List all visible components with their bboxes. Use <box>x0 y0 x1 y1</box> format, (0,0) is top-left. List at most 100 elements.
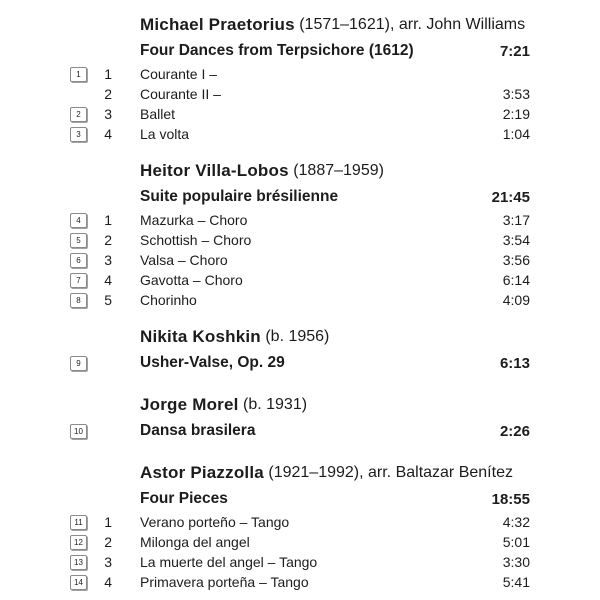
track-title: Valsa – Choro <box>140 252 228 268</box>
track-duration: 4:32 <box>502 514 530 530</box>
movement-number: 3 <box>104 252 112 268</box>
movement-number: 2 <box>104 232 112 248</box>
track-duration: 1:04 <box>502 126 530 142</box>
cd-track-number-box: 5 <box>70 232 87 248</box>
movement-number: 4 <box>104 126 112 142</box>
movement-number: 4 <box>104 574 112 590</box>
work-title: Usher-Valse, Op. 29 <box>140 354 285 371</box>
track-row: 6 3 Valsa – Choro 3:56 <box>0 250 600 270</box>
movement-number: 1 <box>104 212 112 228</box>
work-title: Four Pieces <box>140 490 228 507</box>
movement-number: 2 <box>104 534 112 550</box>
section-villa-lobos: Heitor Villa-Lobos (1887–1959) Suite pop… <box>0 158 600 310</box>
track-row: 2 Courante II – 3:53 <box>0 84 600 104</box>
movement-number: 2 <box>104 86 112 102</box>
composer-line: Michael Praetorius (1571–1621), arr. Joh… <box>0 12 600 38</box>
composer-line: Heitor Villa-Lobos (1887–1959) <box>0 158 600 184</box>
movement-number: 5 <box>104 292 112 308</box>
composer-line: Jorge Morel (b. 1931) <box>0 392 600 418</box>
section-piazzolla: Astor Piazzolla (1921–1992), arr. Baltaz… <box>0 460 600 592</box>
work-duration: 21:45 <box>491 188 530 206</box>
track-row: 2 3 Ballet 2:19 <box>0 104 600 124</box>
section-praetorius: Michael Praetorius (1571–1621), arr. Joh… <box>0 12 600 144</box>
movement-number: 3 <box>104 554 112 570</box>
track-title: La volta <box>140 126 190 142</box>
cd-track-number-box: 9 <box>70 355 87 371</box>
composer-dates: (1887–1959) <box>288 162 384 179</box>
track-duration: 3:53 <box>502 86 530 102</box>
track-duration: 5:01 <box>502 534 530 550</box>
work-row: Four Dances from Terpsichore (1612) 7:21 <box>0 38 600 64</box>
track-title: Milonga del angel <box>140 534 250 550</box>
section-morel: Jorge Morel (b. 1931) 10 Dansa brasilera… <box>0 392 600 444</box>
track-duration: 5:41 <box>502 574 530 590</box>
track-title: Ballet <box>140 106 176 122</box>
work-duration: 7:21 <box>499 42 530 60</box>
track-row: 1 1 Courante I – <box>0 64 600 84</box>
track-title: Courante I – <box>140 66 218 82</box>
track-row: 12 2 Milonga del angel 5:01 <box>0 532 600 552</box>
track-row: 7 4 Gavotta – Choro 6:14 <box>0 270 600 290</box>
movement-number: 1 <box>104 66 112 82</box>
work-row: 10 Dansa brasilera 2:26 <box>0 418 600 444</box>
cd-track-number-box: 14 <box>70 574 87 590</box>
track-duration: 3:56 <box>502 252 530 268</box>
work-title: Four Dances from Terpsichore (1612) <box>140 42 414 59</box>
movement-number: 1 <box>104 514 112 530</box>
track-duration: 6:14 <box>502 272 530 288</box>
track-title: Verano porteño – Tango <box>140 514 290 530</box>
movement-number: 3 <box>104 106 112 122</box>
track-row: 4 1 Mazurka – Choro 3:17 <box>0 210 600 230</box>
composer-name: Heitor Villa-Lobos <box>140 161 289 180</box>
track-duration: 3:30 <box>502 554 530 570</box>
movement-number: 4 <box>104 272 112 288</box>
track-row: 5 2 Schottish – Choro 3:54 <box>0 230 600 250</box>
composer-dates: (1921–1992), arr. Baltazar Benítez <box>263 464 513 481</box>
track-row: 11 1 Verano porteño – Tango 4:32 <box>0 512 600 532</box>
work-row: Four Pieces 18:55 <box>0 486 600 512</box>
cd-track-number-box: 1 <box>70 66 87 82</box>
work-row: 9 Usher-Valse, Op. 29 6:13 <box>0 350 600 376</box>
cd-track-number-box: 8 <box>70 292 87 308</box>
track-duration: 3:54 <box>502 232 530 248</box>
track-row: 3 4 La volta 1:04 <box>0 124 600 144</box>
work-title: Dansa brasilera <box>140 422 256 439</box>
composer-name: Nikita Koshkin <box>140 327 261 346</box>
work-duration: 6:13 <box>499 354 530 372</box>
composer-dates: (1571–1621), arr. John Williams <box>294 16 526 33</box>
composer-name: Astor Piazzolla <box>140 463 264 482</box>
composer-dates: (b. 1931) <box>238 396 308 413</box>
composer-line: Astor Piazzolla (1921–1992), arr. Baltaz… <box>0 460 600 486</box>
work-row: Suite populaire brésilienne 21:45 <box>0 184 600 210</box>
track-row: 8 5 Chorinho 4:09 <box>0 290 600 310</box>
composer-dates: (b. 1956) <box>260 328 330 345</box>
track-title: La muerte del angel – Tango <box>140 554 318 570</box>
cd-track-number-box: 6 <box>70 252 87 268</box>
work-duration: 18:55 <box>491 490 530 508</box>
cd-track-number-box: 3 <box>70 126 87 142</box>
track-title: Primavera porteña – Tango <box>140 574 309 590</box>
section-koshkin: Nikita Koshkin (b. 1956) 9 Usher-Valse, … <box>0 324 600 376</box>
work-duration: 2:26 <box>499 422 530 440</box>
track-title: Courante II – <box>140 86 221 102</box>
cd-track-number-box: 7 <box>70 272 87 288</box>
cd-track-number-box: 12 <box>70 534 87 550</box>
cd-track-number-box: 11 <box>70 514 87 530</box>
cd-track-number-box: 13 <box>70 554 87 570</box>
work-title: Suite populaire brésilienne <box>140 188 339 205</box>
track-title: Gavotta – Choro <box>140 272 243 288</box>
composer-line: Nikita Koshkin (b. 1956) <box>0 324 600 350</box>
cd-track-number-box: 10 <box>70 423 87 439</box>
track-row: 14 4 Primavera porteña – Tango 5:41 <box>0 572 600 592</box>
cd-track-number-box: 4 <box>70 212 87 228</box>
composer-name: Michael Praetorius <box>140 15 295 34</box>
composer-name: Jorge Morel <box>140 395 239 414</box>
track-duration: 4:09 <box>502 292 530 308</box>
track-duration: 3:17 <box>502 212 530 228</box>
track-title: Chorinho <box>140 292 197 308</box>
track-duration: 2:19 <box>502 106 530 122</box>
cd-track-number-box: 2 <box>70 106 87 122</box>
track-row: 13 3 La muerte del angel – Tango 3:30 <box>0 552 600 572</box>
track-title: Schottish – Choro <box>140 232 252 248</box>
